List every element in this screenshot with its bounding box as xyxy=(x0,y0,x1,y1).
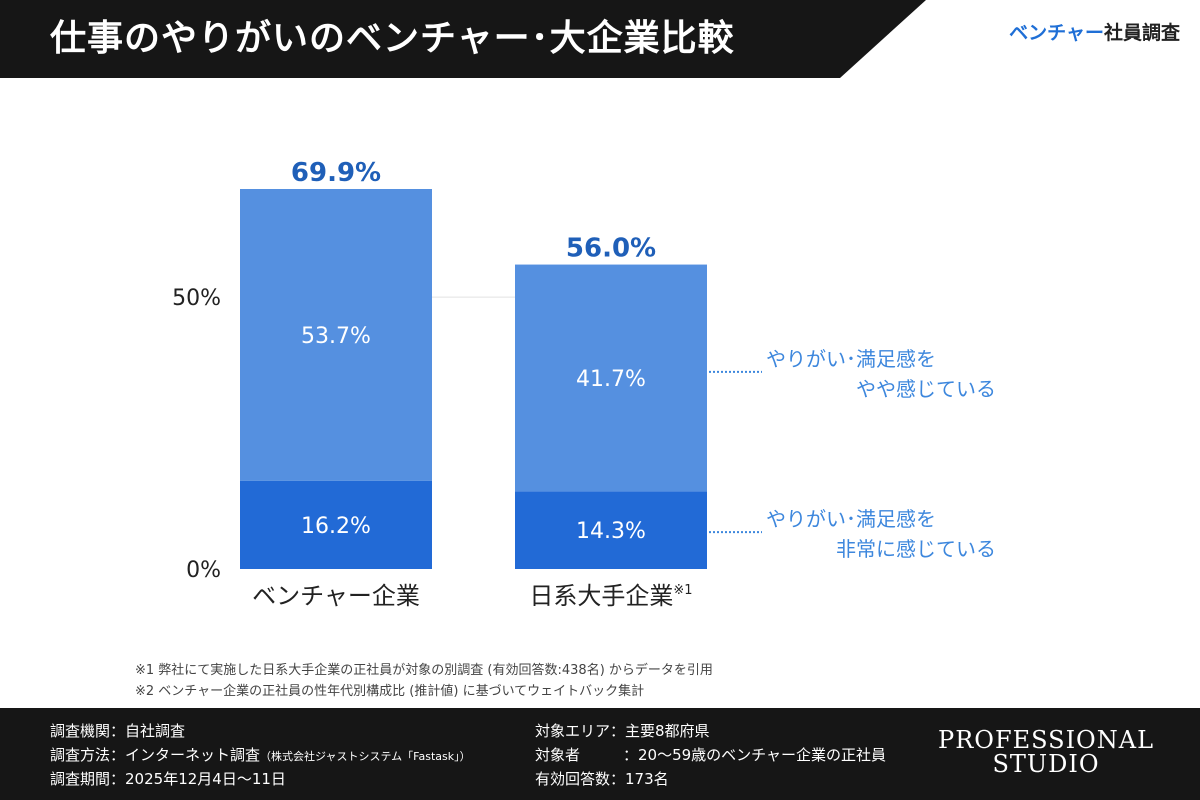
y-tick-label: 50% xyxy=(172,286,221,311)
survey-info-footer: 調査機関：自社調査 調査方法：インターネット調査（株式会社ジャストシステム「Fa… xyxy=(0,708,1200,800)
survey-period-line: 調査期間：2025年12月4日〜11日 xyxy=(50,768,286,789)
target-people-line: 対象者 ：20〜59歳のベンチャー企業の正社員 xyxy=(535,744,886,765)
survey-method-key: 調査方法： xyxy=(50,746,126,764)
bar-segment xyxy=(515,264,707,492)
annotation-label-line2: 非常に感じている xyxy=(836,537,996,561)
target-area-key: 対象エリア： xyxy=(535,722,626,740)
valid-responses-line: 有効回答数：173名 xyxy=(535,768,669,789)
total-value-label: 69.9% xyxy=(291,158,381,188)
segment-value-label: 16.2% xyxy=(301,514,371,539)
target-people-key: 対象者 xyxy=(535,746,581,764)
survey-tag-accent: ベンチャー xyxy=(1009,22,1104,44)
annotation-label-line2: やや感じている xyxy=(856,377,996,401)
survey-tag: ベンチャー社員調査 xyxy=(1009,18,1180,45)
survey-method-line: 調査方法：インターネット調査（株式会社ジャストシステム「Fastask」） xyxy=(50,744,471,765)
segment-value-label: 41.7% xyxy=(576,367,646,392)
category-label: ベンチャー企業 xyxy=(252,582,420,610)
footnote-1: ※1 弊社にて実施した日系大手企業の正社員が対象の別調査 (有効回答数:438名… xyxy=(135,663,713,678)
survey-org-value: 自社調査 xyxy=(125,722,186,740)
category-label: 日系大手企業※1 xyxy=(529,582,692,610)
survey-org-key: 調査機関： xyxy=(50,722,126,740)
total-value-label: 56.0% xyxy=(566,234,656,264)
brand-logo: PROFESSIONAL STUDIO xyxy=(938,728,1154,776)
title-band xyxy=(0,0,926,78)
page-title: 仕事のやりがいのベンチャー･大企業比較 xyxy=(50,18,735,59)
stacked-bar-chart: 0% 50% 16.2% 53.7% 69.9% ベンチャー企業 14.3% 41.7% 56.… xyxy=(172,158,996,610)
survey-period-value: 2025年12月4日〜11日 xyxy=(125,770,286,788)
survey-period-key: 調査期間： xyxy=(50,770,126,788)
valid-responses-value: 173名 xyxy=(625,770,669,788)
valid-responses-key: 有効回答数： xyxy=(535,770,626,788)
target-people-value: ：20〜59歳のベンチャー企業の正社員 xyxy=(623,746,887,764)
target-area-value: 主要8都府県 xyxy=(625,722,710,740)
survey-method-note: （株式会社ジャストシステム「Fastask」） xyxy=(260,750,471,763)
survey-tag-rest: 社員調査 xyxy=(1103,22,1180,44)
annotation-label-line1: やりがい･満足感を xyxy=(766,507,936,531)
y-tick-label: 0% xyxy=(186,558,221,583)
target-area-line: 対象エリア：主要8都府県 xyxy=(535,720,710,741)
brand-line-2: STUDIO xyxy=(992,750,1100,778)
bar-segment xyxy=(515,491,707,569)
segment-value-label: 53.7% xyxy=(301,324,371,349)
bar-segment xyxy=(240,480,432,569)
segment-value-label: 14.3% xyxy=(576,519,646,544)
survey-method-value: インターネット調査 xyxy=(125,746,261,764)
footnote-2: ※2 ベンチャー企業の正社員の性年代別構成比 (推計値) に基づいてウェイトバッ… xyxy=(135,684,645,699)
annotation-label-line1: やりがい･満足感を xyxy=(766,347,936,371)
survey-org-line: 調査機関：自社調査 xyxy=(50,720,185,741)
brand-line-1: PROFESSIONAL xyxy=(938,726,1154,754)
bar-segment xyxy=(240,189,432,481)
